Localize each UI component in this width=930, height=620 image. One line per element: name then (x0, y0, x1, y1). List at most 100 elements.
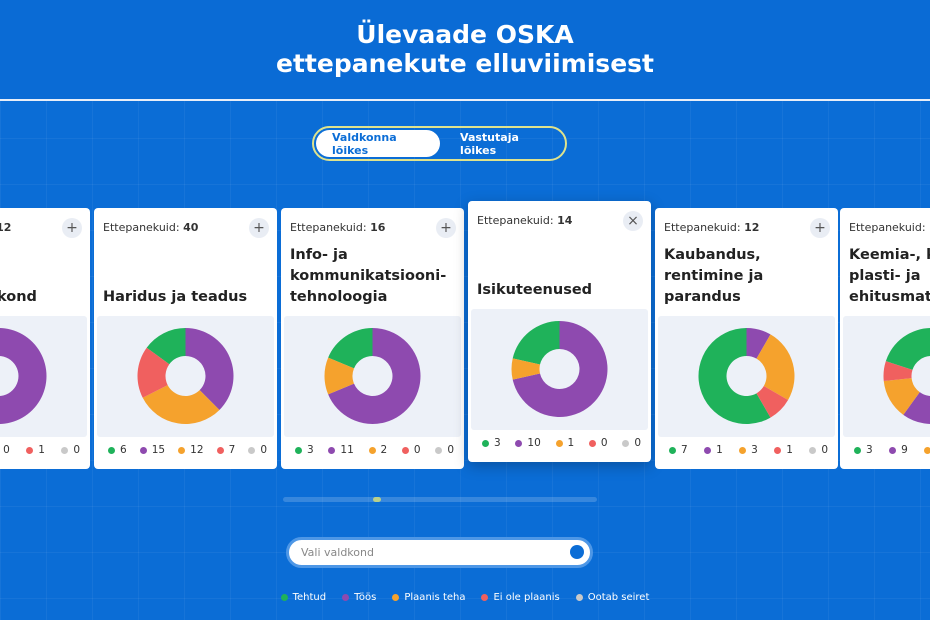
legend: Tehtud Töös Plaanis teha Ei ole plaanis Oota… (0, 592, 930, 603)
donut-segment (511, 358, 541, 380)
value-item: 7 (669, 444, 688, 456)
value-dot (295, 446, 302, 454)
count-value: 12 (0, 221, 12, 234)
card: Ettepanekuid: 15+Keemia-, ku plasti- ja … (840, 208, 930, 469)
donut (698, 328, 795, 424)
value-dot (248, 446, 256, 454)
value-item: 0 (435, 444, 454, 456)
value-label: 1 (716, 444, 723, 456)
value-label: 0 (413, 444, 421, 456)
card: Ettepanekuid: 12+kond38010 (0, 208, 90, 469)
value-label: 3 (751, 444, 758, 456)
value-row: 3 10 1 0 0 (468, 437, 651, 449)
legend-label: Plaanis teha (404, 592, 466, 603)
count-label: Ettepanekuid: (849, 221, 926, 234)
value-dot (368, 446, 376, 454)
card-title-box: Isikuteenused (477, 233, 647, 301)
legend-dot (575, 594, 583, 601)
donut-segment (328, 328, 373, 369)
search-icon[interactable] (570, 545, 584, 559)
count-value: 12 (744, 221, 760, 234)
value-item: 1 (774, 444, 793, 456)
card-title: kond (0, 289, 37, 305)
value-label: 9 (901, 444, 908, 456)
count: Ettepanekuid: 12 (664, 221, 759, 234)
value-item: 7 (216, 444, 235, 456)
value-label: 0 (821, 444, 828, 456)
value-item: 0 (61, 444, 80, 456)
value-dot (809, 446, 817, 454)
count: Ettepanekuid: 15 (849, 221, 930, 234)
value-row: 6 15 12 7 0 (94, 444, 277, 456)
value-label: 1 (786, 444, 793, 456)
value-item: 3 (295, 444, 314, 456)
card-title: Keemia-, ku plasti- ja ehitusmater (849, 247, 930, 305)
donut-segment (324, 357, 355, 395)
legend-label: Ei ole plaanis (493, 592, 560, 603)
donut-segment (698, 328, 771, 424)
card: Ettepanekuid: 12 + Kaubandus, rentimine ja… (655, 208, 838, 469)
value-item: 0 (622, 437, 641, 449)
value-label: 0 (73, 444, 80, 456)
tab-switch: Valdkonna lõikes Vastutaja lõikes (312, 126, 567, 161)
title: Ülevaade OSKA (356, 20, 574, 49)
value-item: 0 (248, 444, 267, 456)
scroll-thumb[interactable] (373, 497, 381, 502)
card-title-box: Haridus ja teadus (103, 240, 273, 308)
value-item: 1 (26, 444, 45, 456)
add-button[interactable]: + (62, 218, 82, 238)
donut-segment (328, 328, 421, 424)
scrollbar[interactable] (283, 497, 597, 502)
close-button[interactable]: × (623, 211, 643, 231)
value-dot (61, 446, 69, 454)
value-dot (108, 446, 115, 454)
donut-segment (185, 328, 234, 410)
count: Ettepanekuid: 40 (103, 221, 198, 234)
value-row: 39210 (840, 444, 930, 456)
card-title: Isikuteenused (477, 282, 593, 298)
value-label: 15 (151, 444, 166, 456)
donut-segment (903, 392, 930, 424)
value-dot (774, 446, 782, 454)
value-dot (739, 446, 747, 454)
value-item: 3 (854, 444, 873, 456)
donut-segment (885, 328, 930, 370)
value-label: 1 (38, 444, 45, 456)
donut (0, 328, 47, 424)
tab[interactable]: Valdkonna lõikes (316, 130, 441, 157)
value-item: 0 (401, 444, 421, 456)
chart-pane (658, 316, 835, 437)
add-button[interactable]: + (249, 218, 269, 238)
value-label: 3 (494, 437, 501, 449)
card-title-box: Info- ja kommunikatsiooni-tehnoloogia (290, 240, 460, 308)
donut (511, 321, 608, 417)
chart-pane (471, 309, 648, 430)
card: Ettepanekuid: 14 × Isikuteenused 3 10 1 0 0 (468, 201, 651, 462)
card-title: Haridus ja teadus (103, 289, 248, 305)
value-dot (588, 439, 596, 447)
add-button[interactable]: + (810, 218, 830, 238)
value-label: 0 (447, 444, 454, 456)
donut (137, 328, 234, 424)
value-label: 12 (190, 444, 204, 456)
search-input[interactable]: Vali valdkond (286, 537, 593, 568)
value-dot (555, 439, 563, 447)
value-label: 0 (600, 437, 608, 449)
legend-item: Tehtud (280, 592, 326, 603)
donut-segment (883, 361, 913, 382)
value-dot (482, 439, 489, 447)
value-row: 38010 (0, 444, 90, 456)
header: Ülevaade OSKA ettepanekute elluviimisest (0, 0, 930, 101)
value-dot (704, 446, 712, 454)
value-item: 10 (515, 437, 541, 449)
value-label: 0 (260, 444, 267, 456)
value-item: 9 (889, 444, 908, 456)
count-value: 16 (370, 221, 386, 234)
tab[interactable]: Vastutaja lõikes (460, 130, 519, 157)
value-dot (622, 439, 630, 447)
card: Ettepanekuid: 16 + Info- ja kommunikatsioo… (281, 208, 464, 469)
add-button[interactable]: + (436, 218, 456, 238)
card-title-box: kond (0, 240, 57, 308)
donut-segment (137, 347, 170, 398)
legend-item: Ootab seiret (575, 592, 649, 603)
